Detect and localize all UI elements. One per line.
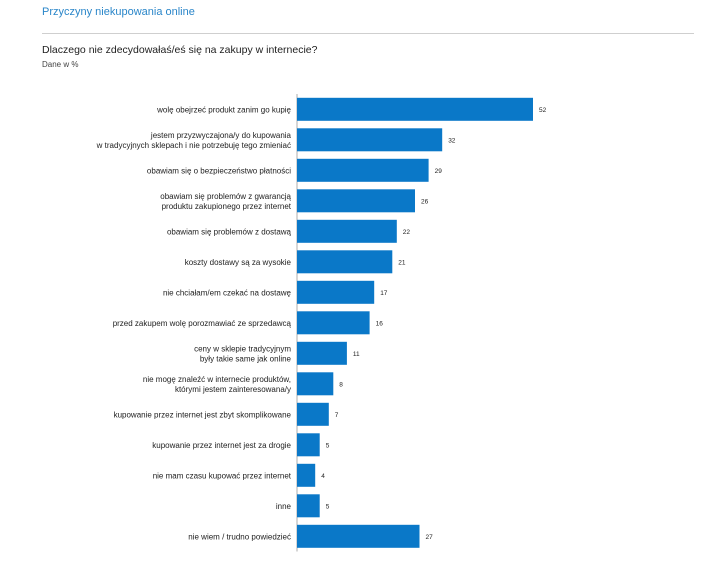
bar-12 xyxy=(297,463,316,487)
category-label-0-0: wolę obejrzeć produkt zanim go kupię xyxy=(156,105,291,114)
bar-11 xyxy=(297,433,320,457)
value-label-8: 11 xyxy=(353,351,360,358)
category-label-9-1: którymi jestem zainteresowana/y xyxy=(175,385,291,394)
category-label-1-0: jestem przyzwyczajona/y do kupowania xyxy=(150,131,292,140)
bar-14 xyxy=(297,524,420,548)
title-divider xyxy=(42,33,694,34)
bar-6 xyxy=(297,280,375,304)
bar-13 xyxy=(297,494,320,518)
bar-0 xyxy=(297,97,533,121)
bar-10 xyxy=(297,402,329,426)
value-label-14: 27 xyxy=(426,534,434,541)
bar-4 xyxy=(297,219,397,243)
category-label-3-0: obawiam się problemów z gwarancją xyxy=(160,192,291,201)
value-label-2: 29 xyxy=(435,168,443,175)
value-label-10: 7 xyxy=(335,412,339,419)
bar-8 xyxy=(297,341,347,365)
value-label-6: 17 xyxy=(380,290,388,297)
bar-1 xyxy=(297,128,443,152)
bar-9 xyxy=(297,372,334,396)
value-label-9: 8 xyxy=(339,381,343,388)
category-label-4-0: obawiam się problemów z dostawą xyxy=(167,227,292,236)
category-label-5-0: koszty dostawy są za wysokie xyxy=(185,258,292,267)
bar-5 xyxy=(297,250,393,274)
value-label-5: 21 xyxy=(398,259,406,266)
bar-3 xyxy=(297,189,415,213)
category-label-2-0: obawiam się o bezpieczeństwo płatności xyxy=(147,166,291,175)
chart-question: Dlaczego nie zdecydowałaś/eś się na zaku… xyxy=(42,44,318,56)
category-label-8-0: ceny w sklepie tradycyjnym xyxy=(194,344,291,353)
value-label-3: 26 xyxy=(421,198,429,205)
category-label-10-0: kupowanie przez internet jest zbyt skomp… xyxy=(114,410,292,419)
value-label-11: 5 xyxy=(326,442,330,449)
value-label-1: 32 xyxy=(448,137,456,144)
category-label-1-1: w tradycyjnych sklepach i nie potrzebuję… xyxy=(96,141,291,150)
category-label-9-0: nie mogę znaleźć w internecie produktów, xyxy=(143,375,291,384)
value-label-12: 4 xyxy=(321,473,325,480)
category-label-8-1: były takie same jak online xyxy=(200,354,292,363)
category-label-13-0: inne xyxy=(276,502,292,511)
category-label-6-0: nie chciałam/em czekać na dostawę xyxy=(163,288,292,297)
bar-7 xyxy=(297,311,370,335)
category-label-11-0: kupowanie przez internet jest za drogie xyxy=(152,441,291,450)
category-label-14-0: nie wiem / trudno powiedzieć xyxy=(188,532,291,541)
unit-note: Dane w % xyxy=(42,60,79,69)
category-label-12-0: nie mam czasu kupować przez internet xyxy=(153,471,292,480)
value-label-7: 16 xyxy=(376,320,384,327)
section-title: Przyczyny niekupowania online xyxy=(42,6,195,18)
category-label-3-1: produktu zakupionego przez internet xyxy=(162,202,292,211)
category-label-7-0: przed zakupem wolę porozmawiać ze sprzed… xyxy=(113,319,292,328)
value-label-13: 5 xyxy=(326,503,330,510)
value-label-0: 52 xyxy=(539,107,547,114)
value-label-4: 22 xyxy=(403,229,411,236)
bar-2 xyxy=(297,158,429,182)
